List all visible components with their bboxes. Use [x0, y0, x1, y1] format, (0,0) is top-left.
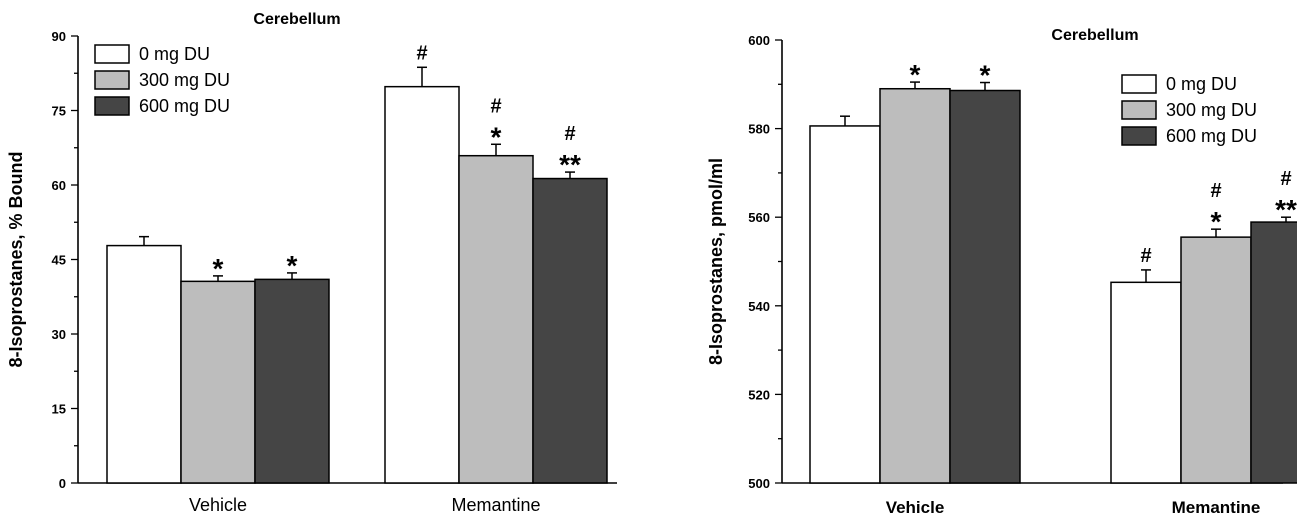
y-tick-label: 580 — [748, 122, 770, 137]
bar-0-mg-du — [384, 85, 460, 484]
bar-600-mg-du — [254, 278, 330, 484]
legend-swatch — [1121, 100, 1157, 120]
legend-label: 0 mg DU — [139, 44, 210, 64]
bar-600-mg-du — [1250, 221, 1297, 484]
legend-swatch — [1121, 126, 1157, 146]
significance-marker: ** — [559, 149, 581, 180]
significance-marker: # — [1280, 168, 1291, 190]
chart-percent-bound: 0 15 30 45 60 75 90 Cerebellum 8-Isoprostanes, %… — [6, 11, 617, 515]
x-tick-label: Memantine — [451, 495, 540, 515]
y-tick-label: 45 — [52, 253, 66, 268]
y-axis-label: 8-Isoprostanes, % Bound — [6, 151, 26, 367]
y-tick-label: 600 — [748, 33, 770, 48]
bar-0-mg-du — [106, 244, 182, 484]
y-tick-label: 15 — [52, 402, 66, 417]
bar-600-mg-du — [532, 177, 608, 484]
bar-0-mg-du — [809, 125, 881, 484]
legend-swatch — [1121, 74, 1157, 94]
x-tick-label: Memantine — [1172, 498, 1261, 517]
legend-swatch — [94, 96, 130, 116]
bar-600-mg-du — [949, 89, 1021, 484]
significance-marker: * — [491, 121, 502, 152]
bar-300-mg-du — [1180, 236, 1252, 484]
significance-marker: * — [287, 250, 298, 281]
y-tick-label: 540 — [748, 299, 770, 314]
y-tick-label: 520 — [748, 387, 770, 402]
y-tick-label: 75 — [52, 104, 66, 119]
significance-marker: # — [416, 42, 427, 64]
legend-swatch — [94, 70, 130, 90]
chart-pmol-ml: 500 520 540 560 580 600 Cerebellum 8-Isoprostan… — [706, 27, 1297, 517]
legend-label: 600 mg DU — [1166, 126, 1257, 146]
bar-300-mg-du — [879, 87, 951, 484]
significance-marker: # — [1210, 180, 1221, 202]
significance-marker: * — [980, 60, 991, 91]
chart-title: Cerebellum — [253, 11, 340, 28]
legend-label: 300 mg DU — [1166, 100, 1257, 120]
significance-marker: * — [1211, 206, 1222, 237]
x-tick-label: Vehicle — [886, 498, 945, 517]
y-axis-label: 8-Isoprostanes, pmol/ml — [706, 158, 726, 365]
significance-marker: # — [564, 123, 575, 145]
x-tick-label: Vehicle — [189, 495, 247, 515]
bar-300-mg-du — [180, 280, 256, 484]
y-tick-label: 30 — [52, 327, 66, 342]
y-tick-label: 0 — [59, 476, 66, 491]
significance-marker: * — [213, 253, 224, 284]
significance-marker: * — [910, 59, 921, 90]
bar-0-mg-du — [1110, 281, 1182, 484]
legend-swatch — [94, 44, 130, 64]
y-tick-label: 60 — [52, 178, 66, 193]
significance-marker: # — [1140, 245, 1151, 267]
significance-marker: ** — [1275, 194, 1297, 225]
legend-label: 0 mg DU — [1166, 74, 1237, 94]
y-tick-label: 560 — [748, 210, 770, 225]
legend-label: 300 mg DU — [139, 70, 230, 90]
y-tick-label: 90 — [52, 29, 66, 44]
y-tick-label: 500 — [748, 476, 770, 491]
significance-marker: # — [490, 95, 501, 117]
legend-label: 600 mg DU — [139, 96, 230, 116]
chart-title: Cerebellum — [1051, 27, 1138, 44]
bar-300-mg-du — [458, 154, 534, 484]
